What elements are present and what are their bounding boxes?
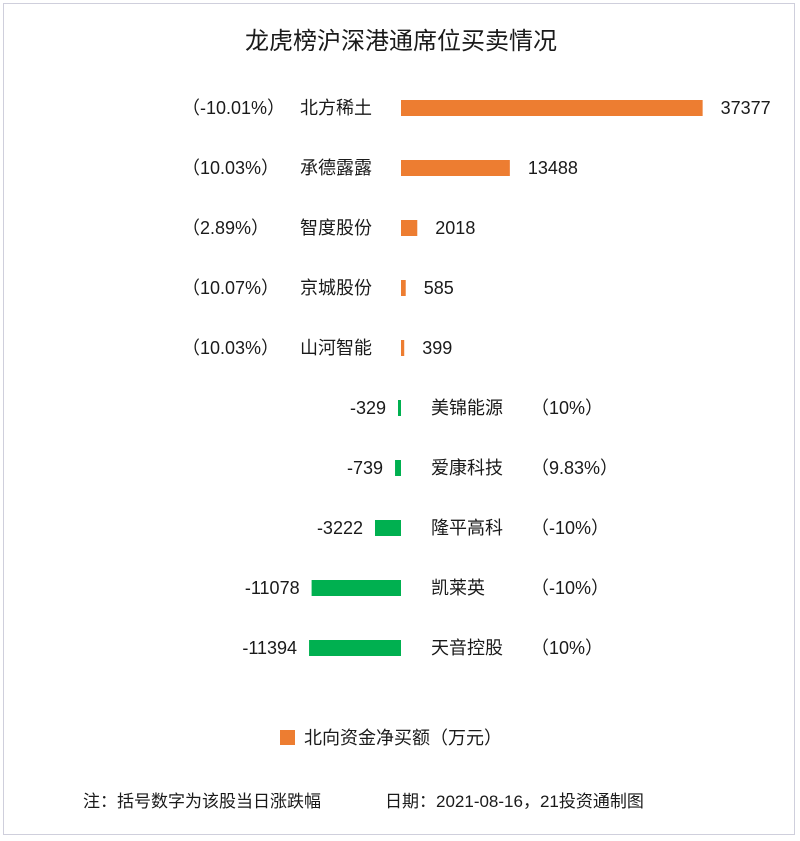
change-label: （-10%） bbox=[531, 578, 609, 598]
bar bbox=[401, 340, 405, 356]
legend-swatch bbox=[280, 730, 295, 745]
category-label: 山河智能 bbox=[300, 338, 372, 358]
value-label: -11394 bbox=[242, 638, 297, 658]
bar-chart: 龙虎榜沪深港通席位买卖情况 37377 北方稀土 （-10.01%） 13488 承德露… bbox=[83, 28, 771, 811]
change-label: （9.83%） bbox=[531, 458, 618, 478]
value-label: 585 bbox=[424, 278, 454, 298]
bar bbox=[401, 160, 510, 176]
value-label: 399 bbox=[422, 338, 452, 358]
category-label: 天音控股 bbox=[431, 638, 503, 658]
chart-frame: 龙虎榜沪深港通席位买卖情况 37377 北方稀土 （-10.01%） 13488 承德露… bbox=[3, 3, 795, 835]
change-label: （10.07%） bbox=[182, 278, 279, 298]
change-label: （-10.01%） bbox=[182, 98, 285, 118]
value-label: 2018 bbox=[435, 218, 475, 238]
category-label: 凯莱英 bbox=[431, 578, 485, 598]
bar bbox=[311, 580, 401, 596]
category-label: 爱康科技 bbox=[431, 458, 503, 478]
change-label: （2.89%） bbox=[182, 218, 269, 238]
bar bbox=[401, 220, 418, 236]
category-label: 北方稀土 bbox=[300, 98, 372, 118]
value-label: -3222 bbox=[317, 518, 363, 538]
category-label: 美锦能源 bbox=[431, 398, 503, 418]
bar bbox=[401, 280, 406, 296]
bar bbox=[395, 460, 401, 476]
change-label: （10.03%） bbox=[182, 338, 279, 358]
category-label: 隆平高科 bbox=[431, 518, 503, 538]
change-label: （10.03%） bbox=[182, 158, 279, 178]
date-source: 日期：2021-08-16，21投资通制图 bbox=[385, 792, 644, 811]
category-label: 智度股份 bbox=[300, 218, 372, 238]
value-label: -739 bbox=[347, 458, 383, 478]
value-label: -329 bbox=[350, 398, 386, 418]
bar bbox=[401, 100, 703, 116]
footnote: 注：括号数字为该股当日涨跌幅 bbox=[83, 792, 321, 811]
value-label: -11078 bbox=[245, 578, 300, 598]
bar bbox=[374, 520, 401, 536]
legend-label: 北向资金净买额（万元） bbox=[304, 728, 502, 748]
value-label: 37377 bbox=[721, 98, 771, 118]
category-label: 京城股份 bbox=[300, 278, 372, 298]
chart-title: 龙虎榜沪深港通席位买卖情况 bbox=[245, 28, 557, 55]
bar bbox=[309, 640, 401, 656]
bar bbox=[398, 400, 401, 416]
category-label: 承德露露 bbox=[300, 158, 372, 178]
change-label: （-10%） bbox=[531, 518, 609, 538]
change-label: （10%） bbox=[531, 638, 603, 658]
change-label: （10%） bbox=[531, 398, 603, 418]
value-label: 13488 bbox=[528, 158, 578, 178]
